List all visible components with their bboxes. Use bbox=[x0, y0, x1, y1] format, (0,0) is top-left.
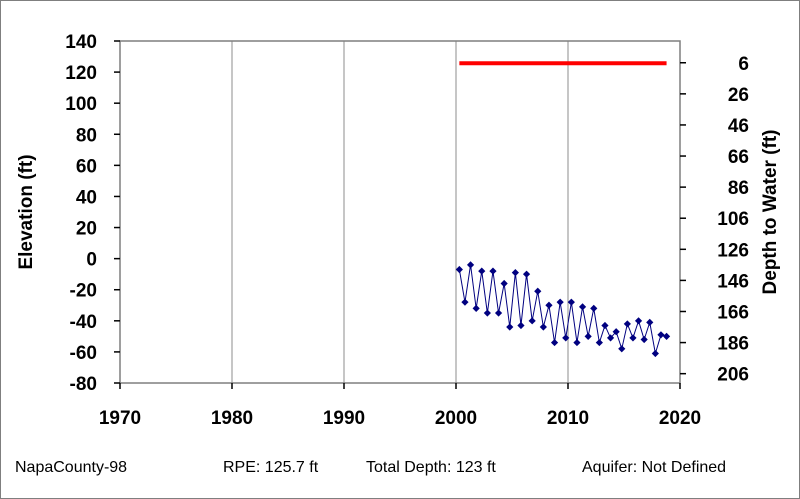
data-point bbox=[467, 261, 474, 268]
left-tick-label: 100 bbox=[65, 94, 97, 115]
hydrograph-chart: 140 120 100 80 60 40 20 0 -20 -40 -60 -80 6 26 46 66 86… bbox=[1, 1, 799, 451]
data-point bbox=[573, 339, 580, 346]
data-point bbox=[484, 309, 491, 316]
well-name: NapaCounty-98 bbox=[15, 459, 127, 477]
data-point bbox=[529, 317, 536, 324]
right-axis-title: Depth to Water (ft) bbox=[760, 130, 781, 295]
right-tick-label: 166 bbox=[717, 302, 749, 323]
rpe-label: RPE: 125.7 ft bbox=[223, 459, 318, 477]
data-point bbox=[618, 345, 625, 352]
grid-layer bbox=[232, 41, 568, 383]
left-tick-label: 20 bbox=[76, 219, 97, 240]
data-point bbox=[456, 266, 463, 273]
data-point bbox=[601, 322, 608, 329]
left-tick-label: -20 bbox=[70, 281, 97, 302]
series-layer bbox=[456, 261, 670, 357]
data-point bbox=[540, 323, 547, 330]
data-point bbox=[652, 350, 659, 357]
data-point bbox=[495, 309, 502, 316]
right-tick-label: 186 bbox=[717, 334, 749, 355]
data-point bbox=[585, 333, 592, 340]
series-line bbox=[459, 265, 666, 354]
data-point bbox=[551, 339, 558, 346]
data-point bbox=[624, 320, 631, 327]
x-tick-label: 2010 bbox=[547, 408, 589, 429]
right-tick-label: 146 bbox=[717, 271, 749, 292]
left-tick-label: -40 bbox=[70, 312, 97, 333]
left-tick-label: 40 bbox=[76, 187, 97, 208]
right-tick-label: 106 bbox=[717, 209, 749, 230]
left-tick-label: 140 bbox=[65, 32, 97, 53]
data-point bbox=[461, 299, 468, 306]
data-point bbox=[478, 267, 485, 274]
data-point bbox=[557, 299, 564, 306]
data-point bbox=[629, 334, 636, 341]
left-tick-label: -60 bbox=[70, 343, 97, 364]
data-point bbox=[517, 322, 524, 329]
left-tick-label: -80 bbox=[70, 374, 97, 395]
right-tick-label: 86 bbox=[728, 178, 749, 199]
left-axis-title: Elevation (ft) bbox=[16, 154, 37, 269]
data-point bbox=[501, 280, 508, 287]
right-tick-label: 6 bbox=[738, 54, 749, 75]
data-point bbox=[579, 303, 586, 310]
aquifer-label: Aquifer: Not Defined bbox=[582, 459, 726, 477]
right-tick-label: 46 bbox=[728, 116, 749, 137]
right-tick-label: 66 bbox=[728, 147, 749, 168]
plot-area bbox=[120, 41, 680, 383]
left-tick-label: 120 bbox=[65, 63, 97, 84]
data-point bbox=[534, 288, 541, 295]
data-point bbox=[635, 317, 642, 324]
x-tick-label: 2020 bbox=[659, 408, 701, 429]
data-point bbox=[489, 267, 496, 274]
x-tick-label: 1980 bbox=[211, 408, 253, 429]
right-axis: 6 26 46 66 86 106 126 146 166 186 206 bbox=[680, 54, 749, 386]
data-point bbox=[523, 271, 530, 278]
left-tick-label: 0 bbox=[86, 250, 97, 271]
data-point bbox=[506, 323, 513, 330]
left-tick-label: 80 bbox=[76, 125, 97, 146]
data-point bbox=[646, 319, 653, 326]
left-axis: 140 120 100 80 60 40 20 0 -20 -40 -60 -80 bbox=[65, 32, 120, 395]
data-point bbox=[596, 339, 603, 346]
data-point bbox=[545, 302, 552, 309]
data-point bbox=[657, 331, 664, 338]
x-axis: 1970 1980 1990 2000 2010 2020 bbox=[99, 383, 701, 429]
right-tick-label: 26 bbox=[728, 85, 749, 106]
data-point bbox=[590, 305, 597, 312]
data-point bbox=[568, 299, 575, 306]
x-tick-label: 1970 bbox=[99, 408, 141, 429]
data-point bbox=[641, 336, 648, 343]
data-point bbox=[512, 269, 519, 276]
right-tick-label: 126 bbox=[717, 240, 749, 261]
left-tick-label: 60 bbox=[76, 156, 97, 177]
total-depth-label: Total Depth: 123 ft bbox=[366, 459, 496, 477]
data-point bbox=[663, 333, 670, 340]
x-tick-label: 1990 bbox=[323, 408, 365, 429]
data-point bbox=[473, 305, 480, 312]
x-tick-label: 2000 bbox=[435, 408, 477, 429]
right-tick-label: 206 bbox=[717, 365, 749, 386]
